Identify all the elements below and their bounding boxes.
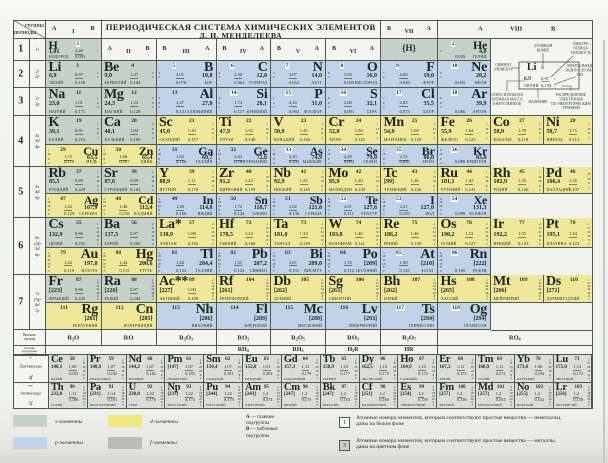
svg-text:ЭЛЕКТРО-: ЭЛЕКТРО- — [572, 42, 590, 46]
svg-text:ЛИТИЙ: ЛИТИЙ — [524, 83, 539, 88]
svg-text:УРОВНЯМ: УРОВНЯМ — [562, 106, 581, 110]
svg-text:Li: Li — [527, 62, 537, 73]
svg-text:ОТНОСИТЕЛЬНАЯ: ОТНОСИТЕЛЬНАЯ — [491, 93, 523, 97]
svg-text:ОТРИЦА-: ОТРИЦА- — [573, 46, 590, 50]
svg-text:ЭЛЕКТРОНОВ: ЭЛЕКТРОНОВ — [559, 97, 583, 101]
svg-text:6,9: 6,9 — [524, 76, 531, 82]
svg-text:АТОМНАЯ МАССА: АТОМНАЯ МАССА — [491, 97, 523, 101]
svg-text:АТОМНЫЙ: АТОМНЫЙ — [533, 43, 552, 48]
svg-text:ОРБИТАЛЬНЫЙ: ОРБИТАЛЬНЫЙ — [566, 63, 592, 68]
svg-text:1: 1 — [554, 77, 556, 81]
svg-text:3: 3 — [541, 65, 544, 71]
svg-text:0,97: 0,97 — [541, 76, 550, 82]
svg-text:ТЕЛЬНОСТЬ: ТЕЛЬНОСТЬ — [570, 50, 591, 54]
svg-text:0,159: 0,159 — [541, 83, 552, 89]
svg-text:ЭЛЕМЕНТА: ЭЛЕМЕНТА — [493, 67, 513, 71]
svg-text:РАДИУС АТОМА,: РАДИУС АТОМА, — [565, 68, 592, 73]
svg-text:НМ: НМ — [577, 72, 584, 76]
svg-text:(ОКРУГЛЕННАЯ): (ОКРУГЛЕННАЯ) — [492, 101, 521, 105]
svg-text:СИМВОЛ: СИМВОЛ — [495, 63, 511, 67]
svg-text:РАСПРЕДЕЛЕНИЕ: РАСПРЕДЕЛЕНИЕ — [556, 93, 587, 97]
svg-text:ПО ЭНЕРГЕТИЧЕСКИМ: ПО ЭНЕРГЕТИЧЕСКИМ — [551, 101, 591, 105]
svg-text:НАЗВАНИЕ: НАЗВАНИЕ — [528, 100, 548, 104]
svg-text:НОМЕР: НОМЕР — [536, 48, 549, 52]
svg-text:2: 2 — [554, 83, 556, 87]
